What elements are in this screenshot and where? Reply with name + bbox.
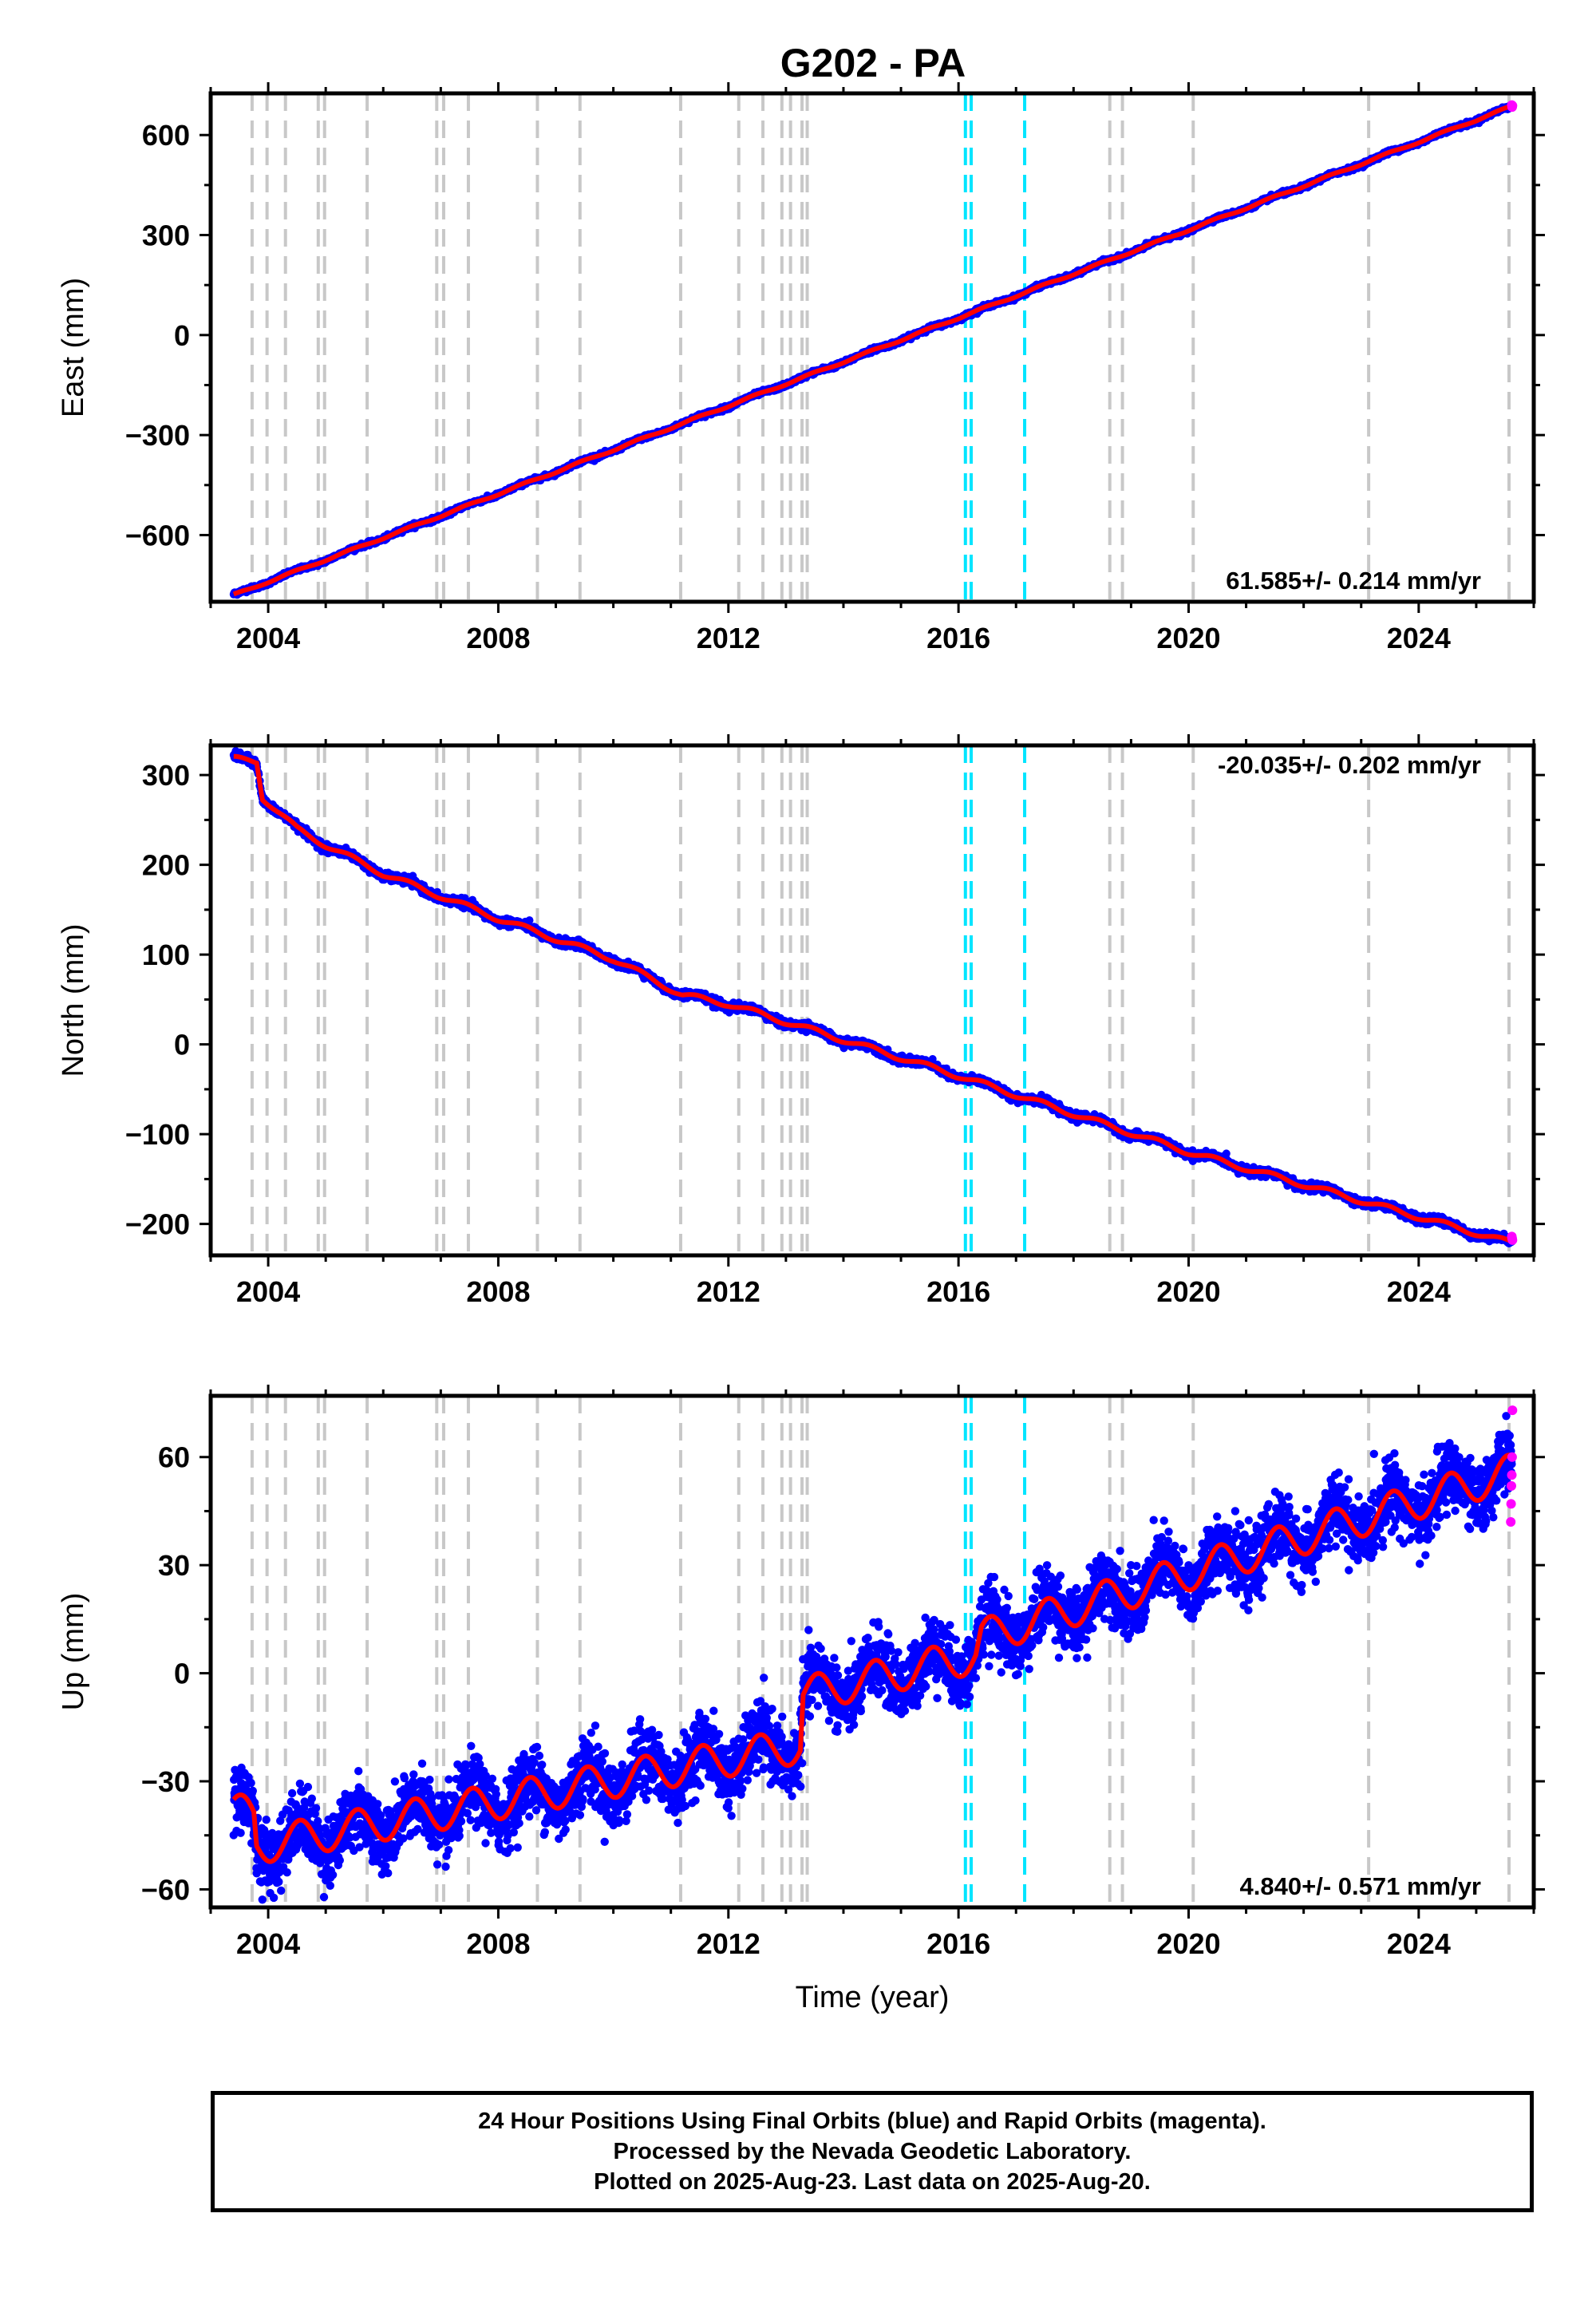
rate-annotation: 61.585+/- 0.214 mm/yr bbox=[1226, 567, 1481, 595]
y-tick-label: −600 bbox=[125, 519, 190, 551]
y-tick-label: −300 bbox=[125, 419, 190, 452]
time-series-chart: G202 - PA 2004 2008 2012 2016 2020 2024 600 300… bbox=[57, 41, 1545, 2014]
x-tick-label: 2004 bbox=[236, 622, 300, 654]
panel-east: 2004 2008 2012 2016 2020 2024 600 300 0 −300 −600 E… bbox=[57, 82, 1545, 654]
x-tick-label: 2016 bbox=[926, 622, 990, 654]
panel-north: 2004 2008 2012 2016 2020 20243002001000−100−2… bbox=[57, 734, 1545, 1308]
x-tick-label: 2024 bbox=[1387, 622, 1451, 654]
rapid-orbit-points bbox=[1507, 100, 1518, 113]
data-point bbox=[525, 916, 534, 925]
panels: 2004 2008 2012 2016 2020 2024 600 300 0 −300 −600 E… bbox=[57, 82, 1545, 2014]
rapid-point bbox=[1507, 100, 1517, 110]
model-line bbox=[232, 103, 1513, 597]
y-tick-label: 600 bbox=[142, 119, 190, 152]
x-tick-label: 2020 bbox=[1156, 622, 1220, 654]
final-orbit-points bbox=[229, 747, 1516, 1248]
event-lines bbox=[250, 745, 1511, 1255]
x-tick-label: 2012 bbox=[697, 622, 760, 654]
y-tick-label: 300 bbox=[142, 219, 190, 252]
x-tick-label: 2008 bbox=[466, 622, 530, 654]
y-tick-label: 0 bbox=[174, 319, 190, 352]
chart-title: G202 - PA bbox=[780, 41, 966, 85]
event-lines bbox=[250, 93, 1511, 602]
y-axis: 600 300 0 −300 −600 bbox=[125, 119, 1545, 551]
y-axis-label: East (mm) bbox=[57, 278, 90, 417]
